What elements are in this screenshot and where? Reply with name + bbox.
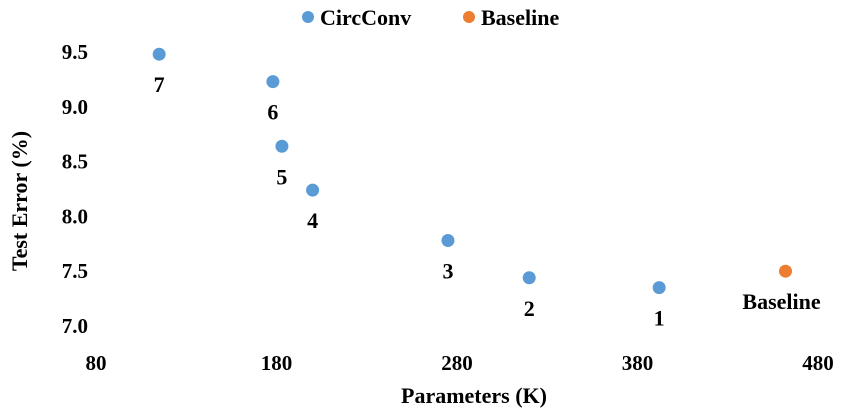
data-point-circconv bbox=[152, 47, 166, 61]
y-tick-label: 7.0 bbox=[62, 314, 88, 338]
legend-label: Baseline bbox=[481, 5, 559, 30]
point-labels: 7 6 54 3 2 1 Baseline bbox=[154, 72, 821, 330]
x-tick-label: 80 bbox=[86, 351, 107, 375]
data-point-circconv bbox=[522, 271, 536, 285]
y-tick-label: 9.5 bbox=[62, 40, 88, 64]
y-tick-label: 8.5 bbox=[62, 150, 88, 174]
point-label: 2 bbox=[524, 296, 535, 321]
data-point-circconv bbox=[266, 75, 280, 89]
data-point-circconv bbox=[306, 183, 320, 197]
x-tick-label: 280 bbox=[441, 351, 473, 375]
point-label: 3 bbox=[442, 259, 453, 284]
legend-marker bbox=[463, 11, 475, 23]
y-tick-label: 9.0 bbox=[62, 95, 88, 119]
data-points bbox=[152, 47, 793, 295]
point-label: 6 bbox=[267, 100, 278, 125]
legend-marker bbox=[302, 11, 314, 23]
data-point-circconv bbox=[441, 234, 455, 248]
legend-label: CircConv bbox=[320, 5, 411, 30]
point-label: 1 bbox=[654, 306, 665, 331]
x-tick-label: 380 bbox=[622, 351, 654, 375]
y-axis-title: Test Error (%) bbox=[7, 131, 32, 271]
data-point-circconv bbox=[652, 281, 666, 295]
point-label: Baseline bbox=[742, 289, 820, 314]
x-axis-title: Parameters (K) bbox=[401, 383, 547, 408]
point-label: 5 bbox=[276, 164, 287, 189]
y-tick-label: 8.0 bbox=[62, 204, 88, 228]
axes: 7.0 7.5 8.0 8.5 9.0 9.5 80 180 280 380 480 bbox=[62, 40, 834, 375]
x-tick-label: 180 bbox=[261, 351, 293, 375]
x-tick-label: 480 bbox=[802, 351, 834, 375]
data-point-circconv bbox=[275, 139, 289, 153]
point-label: 7 bbox=[154, 72, 165, 97]
y-tick-label: 7.5 bbox=[62, 259, 88, 283]
data-point-baseline bbox=[779, 264, 793, 278]
point-label: 4 bbox=[307, 208, 318, 233]
legend: CircConv Baseline bbox=[302, 5, 559, 30]
